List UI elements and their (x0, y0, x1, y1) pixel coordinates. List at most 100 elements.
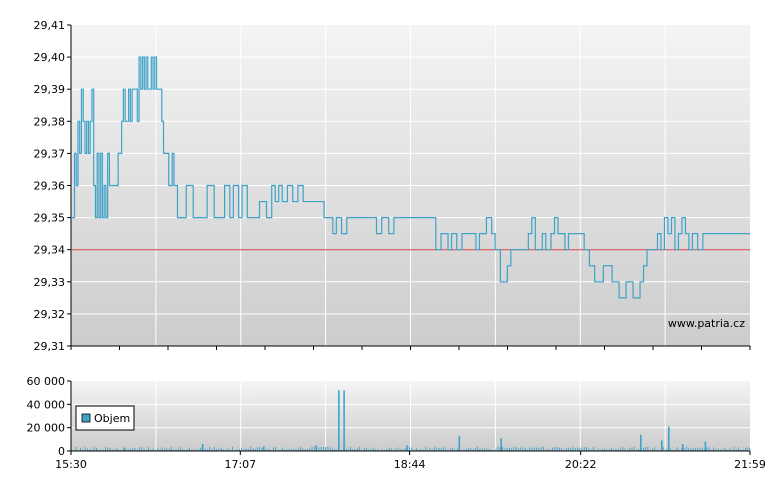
volume-bar (744, 447, 746, 451)
volume-bar (724, 447, 726, 451)
volume-bar (359, 446, 361, 451)
volume-bar (154, 449, 156, 451)
volume-bar (390, 448, 392, 451)
volume-bar (636, 449, 637, 451)
volume-bar (313, 447, 315, 451)
volume-bar (395, 448, 397, 451)
legend-swatch (81, 413, 91, 423)
volume-bar (295, 449, 297, 451)
price-y-tick-label: 29,33 (34, 276, 66, 289)
volume-bar (232, 446, 234, 451)
volume-bar (143, 448, 145, 451)
volume-bar (166, 448, 168, 451)
price-y-tick-label: 29,39 (34, 83, 66, 96)
volume-bar (161, 447, 163, 451)
volume-bar (620, 448, 622, 451)
volume-bar (683, 448, 685, 451)
volume-bar (89, 449, 91, 451)
volume-bar (642, 447, 644, 451)
volume-bar (631, 447, 633, 451)
volume-bar (649, 449, 651, 451)
volume-bar (193, 449, 195, 451)
volume-bar (581, 447, 583, 451)
volume-bar (397, 447, 399, 451)
volume-bar (556, 447, 558, 451)
volume-bar (277, 449, 279, 451)
volume-bar (107, 447, 109, 451)
volume-bar (445, 448, 447, 451)
price-y-tick-label: 29,35 (34, 212, 66, 225)
volume-bar (320, 447, 322, 451)
volume-bar (268, 448, 270, 451)
volume-bar (658, 449, 660, 451)
x-tick-label: 15:30 (55, 458, 87, 471)
volume-bar (427, 449, 429, 451)
volume-bar (352, 449, 354, 451)
volume-bar (150, 449, 152, 451)
volume-bar (747, 447, 749, 451)
volume-bar (542, 446, 544, 451)
price-series-line (71, 56, 750, 299)
volume-bar (175, 449, 177, 451)
volume-bar (617, 449, 619, 451)
volume-bar (259, 447, 261, 451)
volume-bar (574, 447, 576, 451)
volume-bar (463, 449, 465, 451)
volume-bar (229, 449, 231, 451)
volume-bar (184, 449, 186, 451)
volume-bar (645, 446, 646, 451)
volume-bar (706, 447, 708, 451)
volume-bar (704, 449, 705, 451)
volume-bar (345, 449, 347, 451)
volume-bar (75, 447, 77, 451)
volume-bar (404, 448, 406, 451)
volume-bar (227, 448, 229, 451)
volume-bar (592, 447, 594, 451)
price-y-tick-label: 29,38 (34, 115, 66, 128)
volume-bar (429, 447, 431, 451)
volume-bar (114, 449, 116, 451)
volume-bar (431, 449, 433, 451)
volume-bar (690, 448, 692, 451)
volume-bar (674, 449, 676, 451)
volume-bar (200, 447, 202, 451)
volume-panel: 0 20 000 40 000 60 000 15:30 17:07 18:44 20:22 2… (27, 375, 766, 471)
volume-bar (411, 447, 413, 451)
volume-bar (604, 449, 606, 451)
volume-y-tick-label: 0 (58, 445, 65, 458)
volume-bar (536, 447, 538, 451)
volume-bar (515, 446, 517, 451)
price-y-tick-label: 29,40 (34, 51, 66, 64)
volume-bar (561, 447, 563, 451)
volume-bar (254, 448, 256, 451)
volume-bar (365, 447, 367, 451)
volume-bar (499, 447, 501, 451)
volume-bar (681, 447, 683, 451)
volume-bar (665, 448, 667, 451)
volume-bar (570, 448, 572, 451)
volume-bar (722, 448, 724, 451)
volume-bar (552, 447, 553, 451)
volume-bar (717, 448, 719, 451)
volume-bar (220, 447, 222, 451)
volume-bar (318, 447, 320, 451)
volume-bar (629, 447, 631, 451)
volume-bar (500, 438, 502, 451)
legend-label: Objem (94, 412, 130, 425)
volume-bar (275, 446, 277, 451)
volume-bar (381, 449, 383, 451)
volume-bar (579, 448, 581, 451)
volume-bar (710, 449, 712, 451)
volume-bar (533, 447, 535, 451)
volume-bar (472, 449, 474, 451)
volume-bar (522, 447, 524, 451)
volume-bar (663, 447, 665, 451)
volume-bar (422, 449, 424, 451)
volume-bar (329, 447, 331, 451)
volume-bar (356, 448, 358, 451)
volume-bar (105, 447, 106, 451)
volume-bar (479, 448, 481, 451)
volume-bar (225, 449, 227, 451)
volume-bar (704, 441, 707, 451)
